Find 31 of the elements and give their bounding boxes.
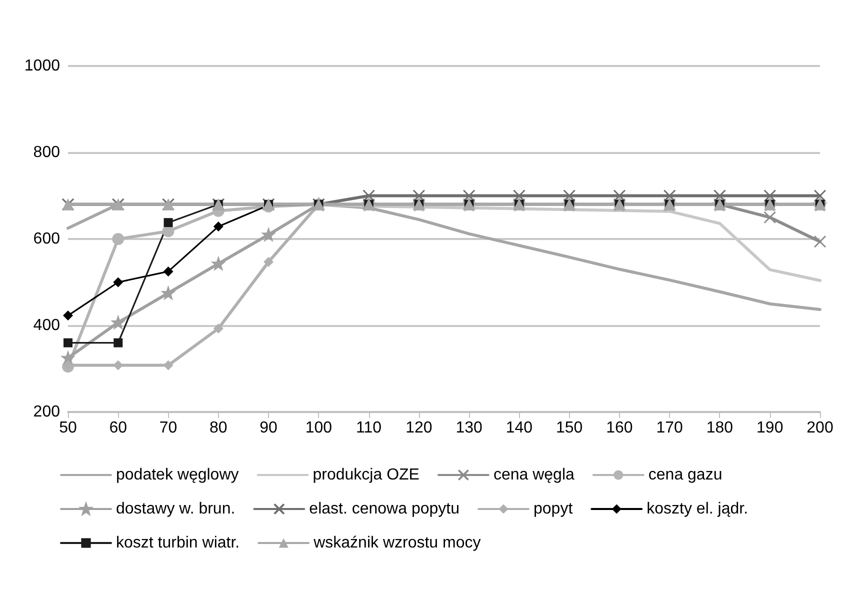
y-tick-label: 1000 — [24, 58, 60, 74]
legend-label: wskaźnik wzrostu mocy — [312, 534, 481, 552]
y-tick-label: 800 — [33, 144, 60, 161]
x-tick-label: 150 — [556, 420, 583, 436]
legend-label: dostawy w. brun. — [116, 500, 236, 518]
x-tick-label: 160 — [606, 420, 633, 436]
x-tick-label: 60 — [109, 420, 128, 436]
x-tick-label: 200 — [806, 420, 834, 436]
legend-label: podatek węglowy — [116, 466, 239, 484]
x-tick-label: 180 — [706, 420, 734, 436]
x-tick-label: 90 — [260, 420, 278, 436]
legend-label: produkcja OZE — [312, 466, 420, 484]
x-tick-label: 70 — [159, 420, 178, 436]
legend-label: koszty el. jądr. — [646, 500, 748, 518]
legend-label: koszt turbin wiatr. — [116, 534, 240, 552]
y-tick-label: 200 — [33, 404, 60, 420]
x-tick-label: 110 — [356, 420, 382, 436]
y-tick-label: 600 — [33, 230, 60, 248]
legend-label: elast. cenowa popytu — [309, 500, 460, 518]
legend-label: cena węgla — [493, 466, 574, 484]
x-tick-label: 50 — [59, 420, 77, 436]
x-tick-label: 120 — [406, 420, 432, 436]
x-tick-label: 80 — [210, 420, 228, 436]
x-tick-label: 140 — [506, 420, 533, 436]
legend-label: cena gazu — [648, 466, 722, 484]
x-tick-label: 170 — [656, 420, 684, 436]
x-tick-label: 130 — [456, 420, 483, 436]
x-tick-label: 100 — [305, 420, 332, 436]
y-tick-label: 400 — [33, 317, 60, 334]
legend-label: popyt — [533, 500, 574, 518]
x-tick-label: 190 — [756, 420, 784, 436]
